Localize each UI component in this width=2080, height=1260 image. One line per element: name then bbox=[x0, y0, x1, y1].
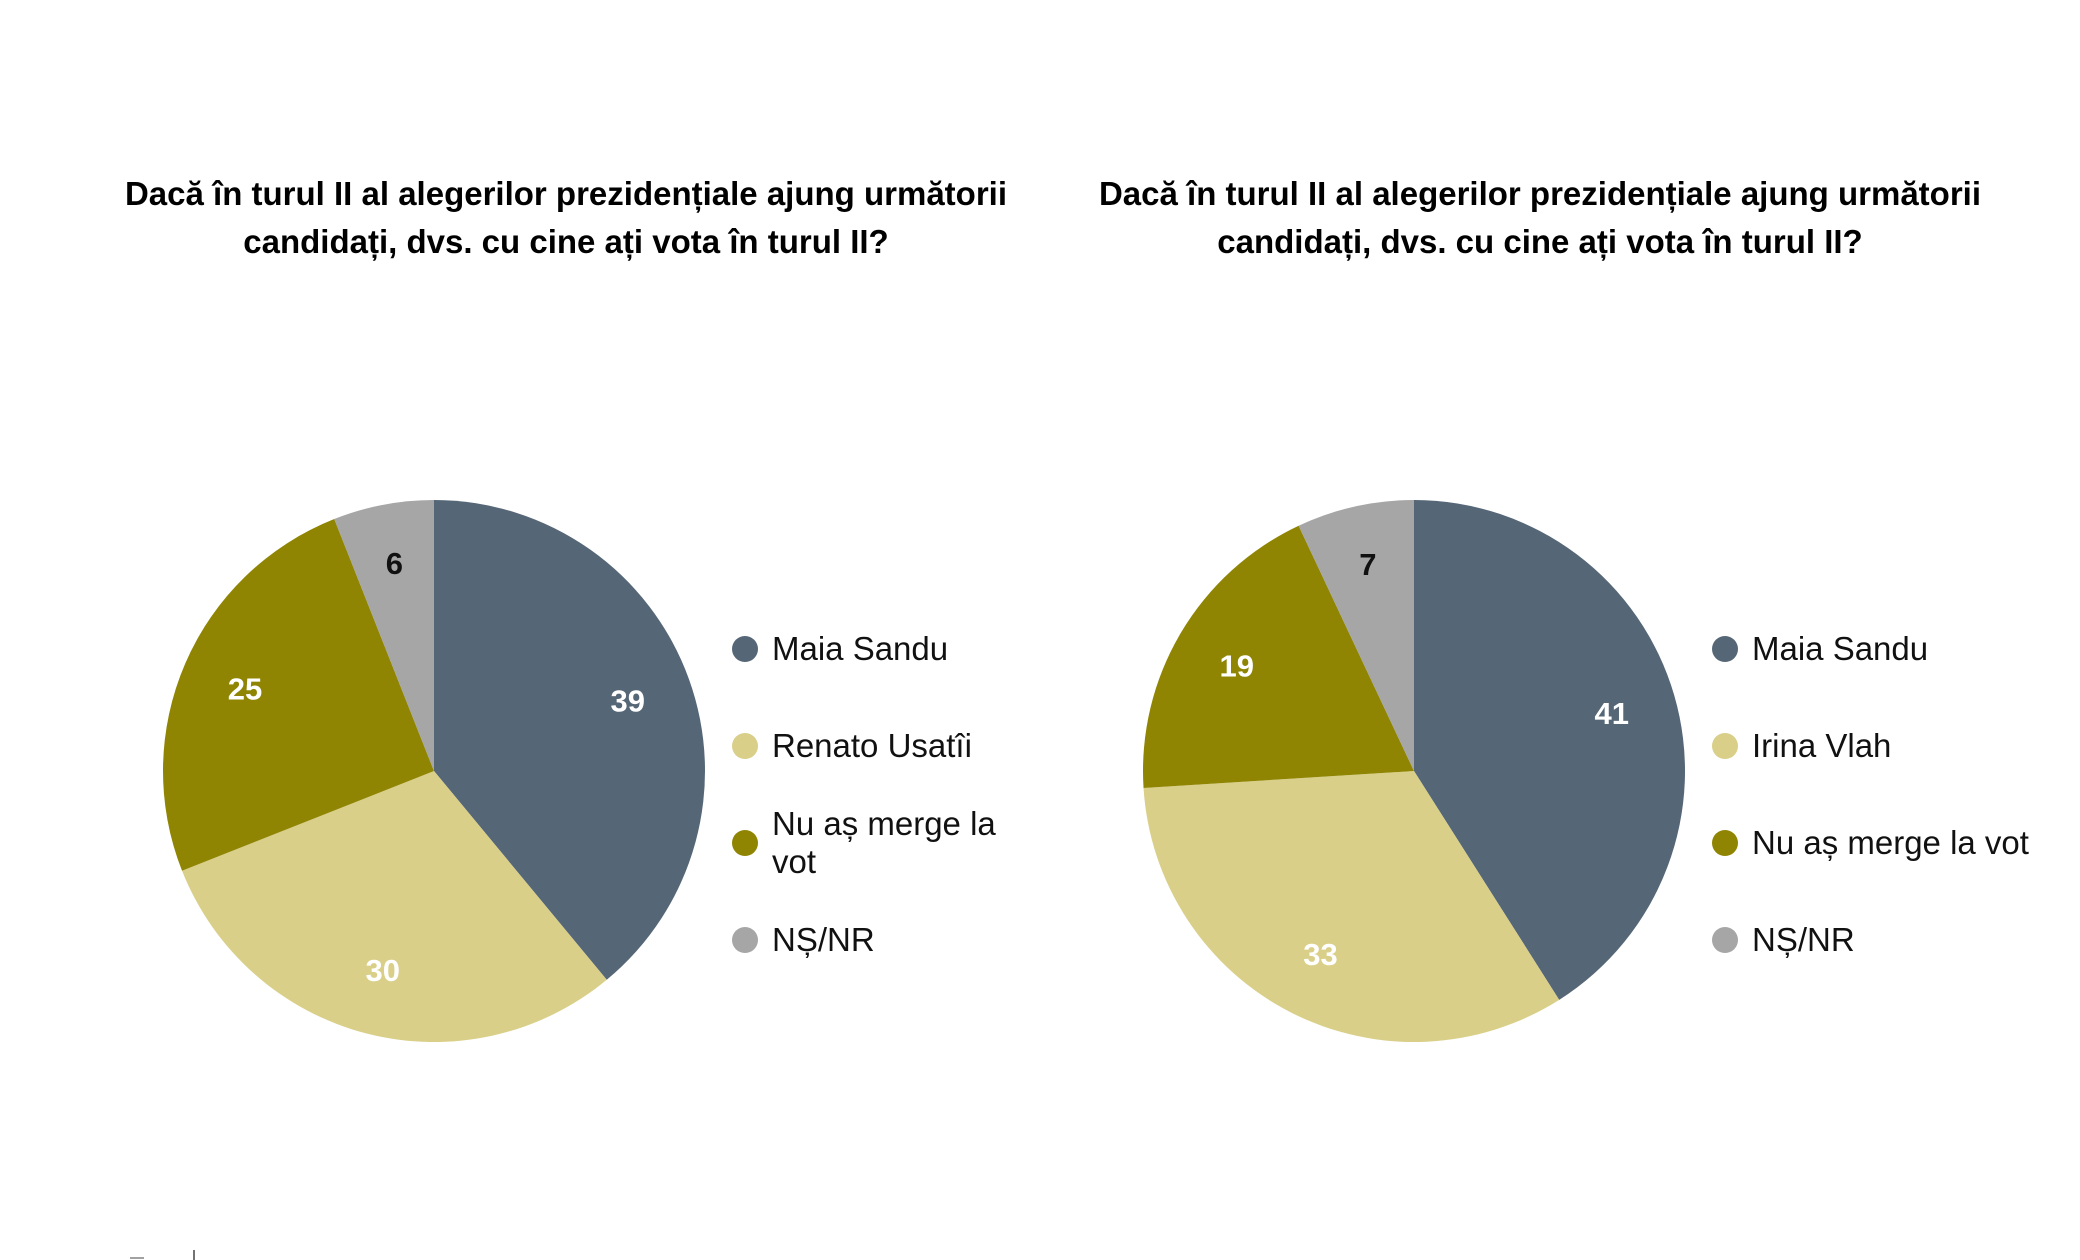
legend-label: Nu aș merge la vot bbox=[772, 804, 996, 880]
pie-slice bbox=[434, 500, 705, 980]
legend-label: NȘ/NR bbox=[772, 920, 875, 958]
data-label: 25 bbox=[228, 672, 262, 707]
pie-chart: 39 30 25 6 bbox=[162, 500, 705, 1042]
data-label: 30 bbox=[366, 953, 400, 988]
legend-item: Nu aș merge la vot bbox=[1712, 794, 2029, 891]
pie-slice bbox=[334, 500, 434, 771]
legend-item: Nu aș merge la vot bbox=[732, 794, 1040, 891]
legend-swatch bbox=[732, 829, 758, 856]
legend-label: Renato Usatîi bbox=[772, 726, 972, 764]
legend-item: Irina Vlah bbox=[1712, 697, 2029, 794]
data-label: 41 bbox=[1595, 696, 1629, 731]
data-label: 7 bbox=[1359, 547, 1376, 582]
data-label: 19 bbox=[1219, 649, 1253, 684]
data-label: 33 bbox=[1303, 937, 1337, 972]
pie-slice bbox=[182, 771, 607, 1042]
legend-label: Maia Sandu bbox=[1752, 629, 1929, 667]
legend-swatch bbox=[1712, 635, 1738, 662]
legend-swatch bbox=[1712, 732, 1738, 759]
pie-chart-panel-2: Dacă în turul II al alegerilor prezidenț… bbox=[1040, 0, 2080, 1260]
chart-title: Dacă în turul II al alegerilor prezidenț… bbox=[124, 175, 1008, 260]
legend-label: Nu aș merge la vot bbox=[1752, 823, 2029, 861]
pie-slice bbox=[1298, 500, 1414, 771]
legend-swatch bbox=[732, 926, 758, 953]
legend-item: Maia Sandu bbox=[1712, 600, 2029, 697]
legend-swatch bbox=[732, 635, 758, 662]
pie-chart: 41 33 19 7 bbox=[1143, 500, 1685, 1042]
legend: Maia Sandu Irina Vlah Nu aș merge la vot… bbox=[1712, 600, 2029, 988]
legend-swatch bbox=[1712, 926, 1738, 953]
legend-item: NȘ/NR bbox=[1712, 891, 2029, 988]
legend: Maia Sandu Renato Usatîi Nu aș merge la … bbox=[732, 600, 1040, 988]
pie-slice bbox=[1414, 500, 1685, 1000]
legend-swatch bbox=[732, 732, 758, 759]
pie-chart-panel-1: Dacă în turul II al alegerilor prezidenț… bbox=[125, 175, 1040, 1042]
pie-slice bbox=[1143, 525, 1414, 789]
data-label: 6 bbox=[386, 546, 403, 581]
pie-slice bbox=[1143, 771, 1560, 1042]
footer-mark bbox=[130, 1250, 195, 1260]
legend-item: Maia Sandu bbox=[732, 600, 1040, 697]
legend-item: NȘ/NR bbox=[732, 891, 1040, 988]
chart-title: Dacă în turul II al alegerilor prezidenț… bbox=[1098, 175, 1982, 260]
data-label: 39 bbox=[611, 684, 645, 719]
legend-item: Renato Usatîi bbox=[732, 697, 1040, 794]
legend-label: Irina Vlah bbox=[1752, 726, 1892, 764]
legend-swatch bbox=[1712, 829, 1738, 856]
pie-slice bbox=[162, 519, 434, 871]
legend-label: Maia Sandu bbox=[772, 629, 949, 667]
legend-label: NȘ/NR bbox=[1752, 920, 1855, 958]
